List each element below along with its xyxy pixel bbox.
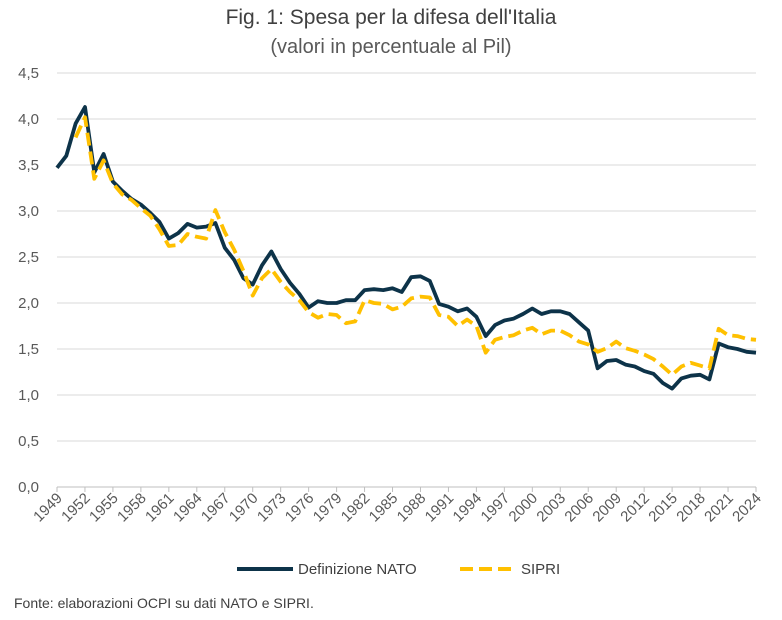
x-tick-label: 1982 [338, 490, 374, 526]
y-tick-label: 2,0 [18, 295, 39, 312]
x-tick-label: 1985 [366, 490, 402, 526]
legend-nato-label: Definizione NATO [298, 561, 417, 578]
x-tick-label: 1964 [170, 490, 206, 526]
y-tick-label: 4,5 [18, 65, 39, 82]
x-tick-label: 1970 [226, 490, 262, 526]
x-tick-label: 1991 [422, 490, 458, 526]
x-tick-label: 1976 [282, 490, 318, 526]
series-lines [55, 105, 757, 391]
source-note: Fonte: elaborazioni OCPI su dati NATO e … [14, 595, 314, 611]
y-tick-label: 1,5 [18, 341, 39, 358]
series-line-nato [55, 105, 757, 391]
y-tick-label: 1,0 [18, 387, 39, 404]
x-tick-label: 2018 [673, 490, 709, 526]
x-tick-label: 1994 [450, 490, 486, 526]
x-tick-label: 2024 [729, 490, 765, 526]
x-tick-label: 1958 [114, 490, 150, 526]
y-tick-label: 3,0 [18, 203, 39, 220]
y-tick-label: 4,0 [18, 111, 39, 128]
gridlines [57, 72, 756, 442]
x-tick-label: 1997 [478, 490, 514, 526]
y-axis-ticks: 0,0 0,5 1,0 1,5 2,0 2,5 3,0 3,5 4,0 4,5 [18, 65, 39, 496]
y-tick-label: 0,5 [18, 433, 39, 450]
legend: Definizione NATO SIPRI [237, 561, 560, 578]
x-tick-label: 2000 [506, 490, 542, 526]
legend-sipri-label: SIPRI [521, 561, 560, 578]
x-tick-label: 2021 [701, 490, 737, 526]
x-tick-label: 1979 [310, 490, 346, 526]
x-tick-label: 1961 [142, 490, 178, 526]
x-tick-label: 2012 [617, 490, 653, 526]
x-tick-label: 2003 [533, 490, 569, 526]
series-line-sipri [73, 115, 757, 377]
y-tick-label: 3,5 [18, 157, 39, 174]
x-tick-label: 2006 [561, 490, 597, 526]
x-axis-ticks: 1949195219551958196119641967197019731976… [30, 486, 765, 526]
chart-title: Fig. 1: Spesa per la difesa dell'Italia [225, 6, 557, 29]
x-tick-label: 2009 [589, 490, 625, 526]
x-tick-label: 1988 [394, 490, 430, 526]
y-tick-label: 2,5 [18, 249, 39, 266]
x-tick-label: 1952 [58, 490, 94, 526]
x-tick-label: 1973 [254, 490, 290, 526]
chart-subtitle: (valori in percentuale al Pil) [270, 36, 512, 58]
x-tick-label: 1967 [198, 490, 234, 526]
y-tick-label: 0,0 [18, 479, 39, 496]
x-tick-label: 2015 [645, 490, 681, 526]
x-tick-label: 1955 [86, 490, 122, 526]
